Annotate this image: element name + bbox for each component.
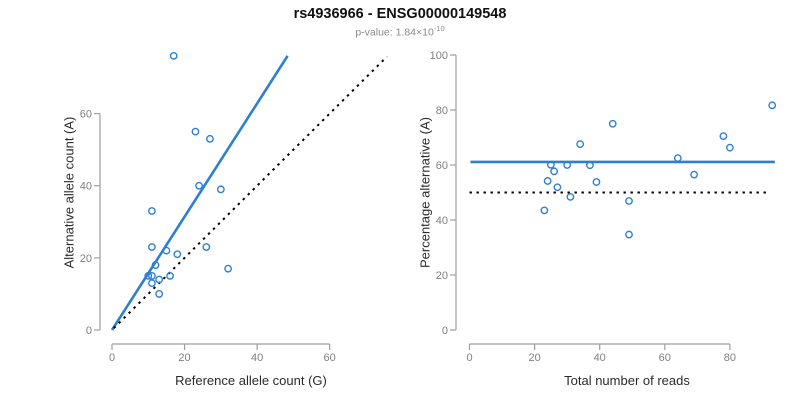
left-data-point xyxy=(173,250,182,259)
right-data-point xyxy=(726,143,734,152)
left-data-point xyxy=(148,271,156,280)
left-data-point xyxy=(166,271,174,280)
right-y-tick-label: 20 xyxy=(436,270,448,282)
right-x-axis-label: Total number of reads xyxy=(564,373,690,388)
right-data-point xyxy=(550,167,559,176)
left-y-axis-label: Alternative allele count (A) xyxy=(61,116,77,269)
right-x-tick-label: 20 xyxy=(528,352,540,364)
right-y-tick-label: 0 xyxy=(442,325,448,337)
right-y-tick-label: 100 xyxy=(430,50,448,62)
left-y-tick-label: 20 xyxy=(80,253,92,265)
plot-subtitle: p-value: 1.84×10-10 xyxy=(0,24,800,39)
pvalue-exponent: -10 xyxy=(433,24,445,33)
left-data-point xyxy=(148,207,156,215)
right-x-tick-label: 40 xyxy=(594,352,606,364)
right-data-point xyxy=(768,101,777,110)
right-data-point xyxy=(592,178,601,186)
left-data-point xyxy=(202,243,211,251)
left-y-tick-label: 60 xyxy=(80,109,92,121)
right-data-point xyxy=(608,119,617,128)
pvalue-text: p-value: 1.84×10 xyxy=(355,26,434,39)
left-x-tick-label: 20 xyxy=(178,352,190,364)
right-data-point xyxy=(576,140,585,149)
right-y-tick-label: 40 xyxy=(436,215,448,227)
right-data-point xyxy=(543,177,552,185)
left-data-point xyxy=(224,264,232,273)
right-x-tick-label: 0 xyxy=(466,352,472,364)
right-x-tick-label: 60 xyxy=(659,352,671,364)
left-x-axis-label: Reference allele count (G) xyxy=(175,373,327,388)
left-data-point xyxy=(148,279,156,288)
left-data-point xyxy=(162,246,171,255)
left-y-tick-label: 40 xyxy=(80,181,92,193)
left-data-point xyxy=(206,134,214,143)
left-data-point xyxy=(216,185,225,194)
left-data-point xyxy=(155,275,164,284)
right-data-point xyxy=(625,197,633,205)
identity-line xyxy=(113,55,388,329)
left-data-point xyxy=(195,181,203,190)
left-y-tick-label: 0 xyxy=(86,325,92,337)
left-data-point xyxy=(148,243,156,251)
plot-title: rs4936966 - ENSG00000149548 xyxy=(293,6,507,22)
left-data-point xyxy=(144,271,153,280)
left-x-tick-label: 60 xyxy=(324,352,336,364)
right-data-point xyxy=(540,206,549,215)
right-data-point xyxy=(563,161,572,169)
right-data-point xyxy=(546,160,555,169)
right-data-point xyxy=(553,183,562,192)
left-x-tick-label: 40 xyxy=(251,352,263,364)
right-data-point xyxy=(625,230,633,239)
left-x-tick-label: 0 xyxy=(109,352,115,364)
left-data-point xyxy=(151,261,160,269)
right-y-axis-label: Percentage alternative (A) xyxy=(417,116,433,269)
right-data-point xyxy=(566,192,575,201)
left-data-point xyxy=(169,51,178,60)
left-data-point xyxy=(191,127,200,136)
right-data-point xyxy=(673,154,682,163)
right-data-point xyxy=(586,161,594,170)
right-data-point xyxy=(690,170,698,179)
left-data-point xyxy=(155,290,164,298)
fitted-ratio-line xyxy=(110,55,289,331)
right-data-point xyxy=(719,132,728,141)
right-y-tick-label: 80 xyxy=(436,105,448,117)
right-x-tick-label: 80 xyxy=(724,352,736,364)
right-y-tick-label: 60 xyxy=(436,160,448,172)
